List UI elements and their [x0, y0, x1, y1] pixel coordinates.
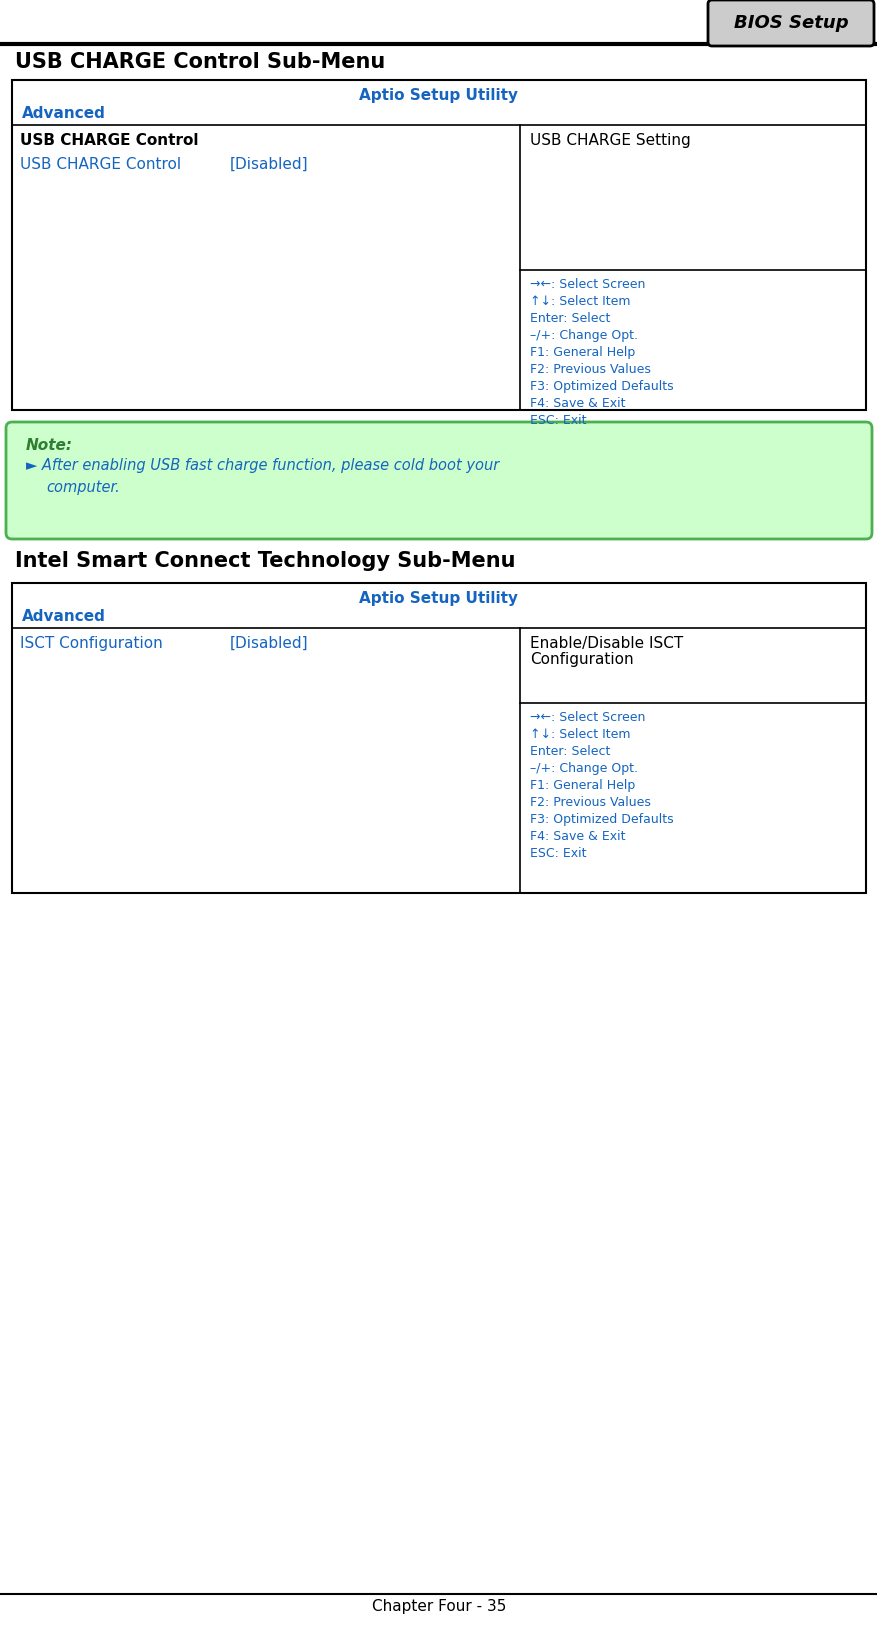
Text: Aptio Setup Utility: Aptio Setup Utility [359, 591, 518, 606]
Text: →←: Select Screen: →←: Select Screen [530, 710, 645, 723]
Text: F4: Save & Exit: F4: Save & Exit [530, 831, 624, 842]
Text: [Disabled]: [Disabled] [230, 635, 309, 652]
Text: ISCT Configuration: ISCT Configuration [20, 635, 162, 652]
Text: ESC: Exit: ESC: Exit [530, 847, 586, 860]
Text: USB CHARGE Control: USB CHARGE Control [20, 156, 181, 173]
FancyBboxPatch shape [6, 422, 871, 539]
Text: ESC: Exit: ESC: Exit [530, 414, 586, 427]
Text: F2: Previous Values: F2: Previous Values [530, 797, 650, 810]
Text: Advanced: Advanced [22, 609, 106, 624]
Text: BIOS Setup: BIOS Setup [733, 15, 847, 33]
Text: Intel Smart Connect Technology Sub-Menu: Intel Smart Connect Technology Sub-Menu [15, 551, 515, 572]
Text: F3: Optimized Defaults: F3: Optimized Defaults [530, 380, 673, 393]
Text: Configuration: Configuration [530, 652, 633, 666]
Text: computer.: computer. [46, 481, 119, 495]
Bar [12, 80, 865, 411]
Text: –/+: Change Opt.: –/+: Change Opt. [530, 329, 638, 342]
Text: F1: General Help: F1: General Help [530, 345, 635, 358]
Text: Chapter Four - 35: Chapter Four - 35 [371, 1600, 506, 1614]
Text: Enter: Select: Enter: Select [530, 313, 610, 326]
Text: USB CHARGE Control: USB CHARGE Control [20, 134, 198, 148]
Text: USB CHARGE Setting: USB CHARGE Setting [530, 134, 690, 148]
Text: Advanced: Advanced [22, 106, 106, 121]
Text: ► After enabling USB fast charge function, please cold boot your: ► After enabling USB fast charge functio… [26, 458, 499, 472]
Text: ↑↓: Select Item: ↑↓: Select Item [530, 295, 630, 308]
Text: USB CHARGE Control Sub-Menu: USB CHARGE Control Sub-Menu [15, 52, 385, 72]
Text: ↑↓: Select Item: ↑↓: Select Item [530, 728, 630, 741]
Text: Enter: Select: Enter: Select [530, 744, 610, 757]
Text: F1: General Help: F1: General Help [530, 779, 635, 792]
Text: [Disabled]: [Disabled] [230, 156, 309, 173]
FancyBboxPatch shape [707, 0, 873, 46]
Bar [12, 583, 865, 893]
Text: Enable/Disable ISCT: Enable/Disable ISCT [530, 635, 682, 652]
Text: F3: Optimized Defaults: F3: Optimized Defaults [530, 813, 673, 826]
Text: →←: Select Screen: →←: Select Screen [530, 279, 645, 292]
Text: F2: Previous Values: F2: Previous Values [530, 363, 650, 376]
Text: Aptio Setup Utility: Aptio Setup Utility [359, 88, 518, 103]
Text: –/+: Change Opt.: –/+: Change Opt. [530, 762, 638, 775]
Text: F4: Save & Exit: F4: Save & Exit [530, 397, 624, 411]
Text: Note:: Note: [26, 438, 73, 453]
